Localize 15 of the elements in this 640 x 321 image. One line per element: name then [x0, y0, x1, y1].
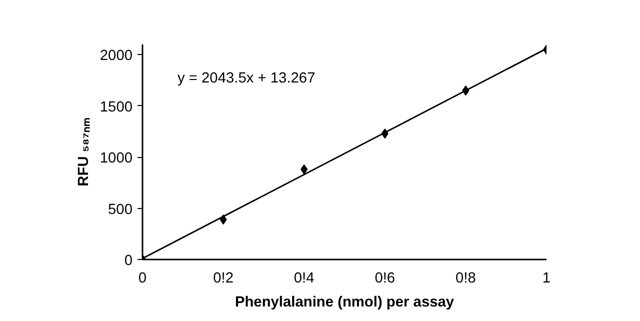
- x-tick-label: 0!8: [456, 270, 476, 286]
- x-tick-label: 0: [138, 270, 147, 286]
- annotation: y = 2043.5x + 13.267: [178, 70, 316, 86]
- y-tick-label: 1000: [100, 150, 133, 167]
- y-tick-label: 1500: [100, 99, 133, 116]
- x-tick-label: 0!4: [294, 270, 314, 286]
- x-tick-label: 0!6: [374, 270, 396, 286]
- y-tick-label: 2000: [100, 48, 133, 64]
- point: [300, 164, 308, 174]
- y-axis-title: RFU ₅₈₇ₙₘ: [76, 118, 92, 186]
- x-axis-title: Phenylalanine (nmol) per assay: [234, 294, 455, 310]
- y-tick-label: 0: [124, 253, 133, 269]
- y-tick-label: 500: [108, 202, 133, 218]
- x-tick-label: 1: [542, 270, 551, 286]
- x-tick-label: 0!2: [213, 270, 234, 286]
